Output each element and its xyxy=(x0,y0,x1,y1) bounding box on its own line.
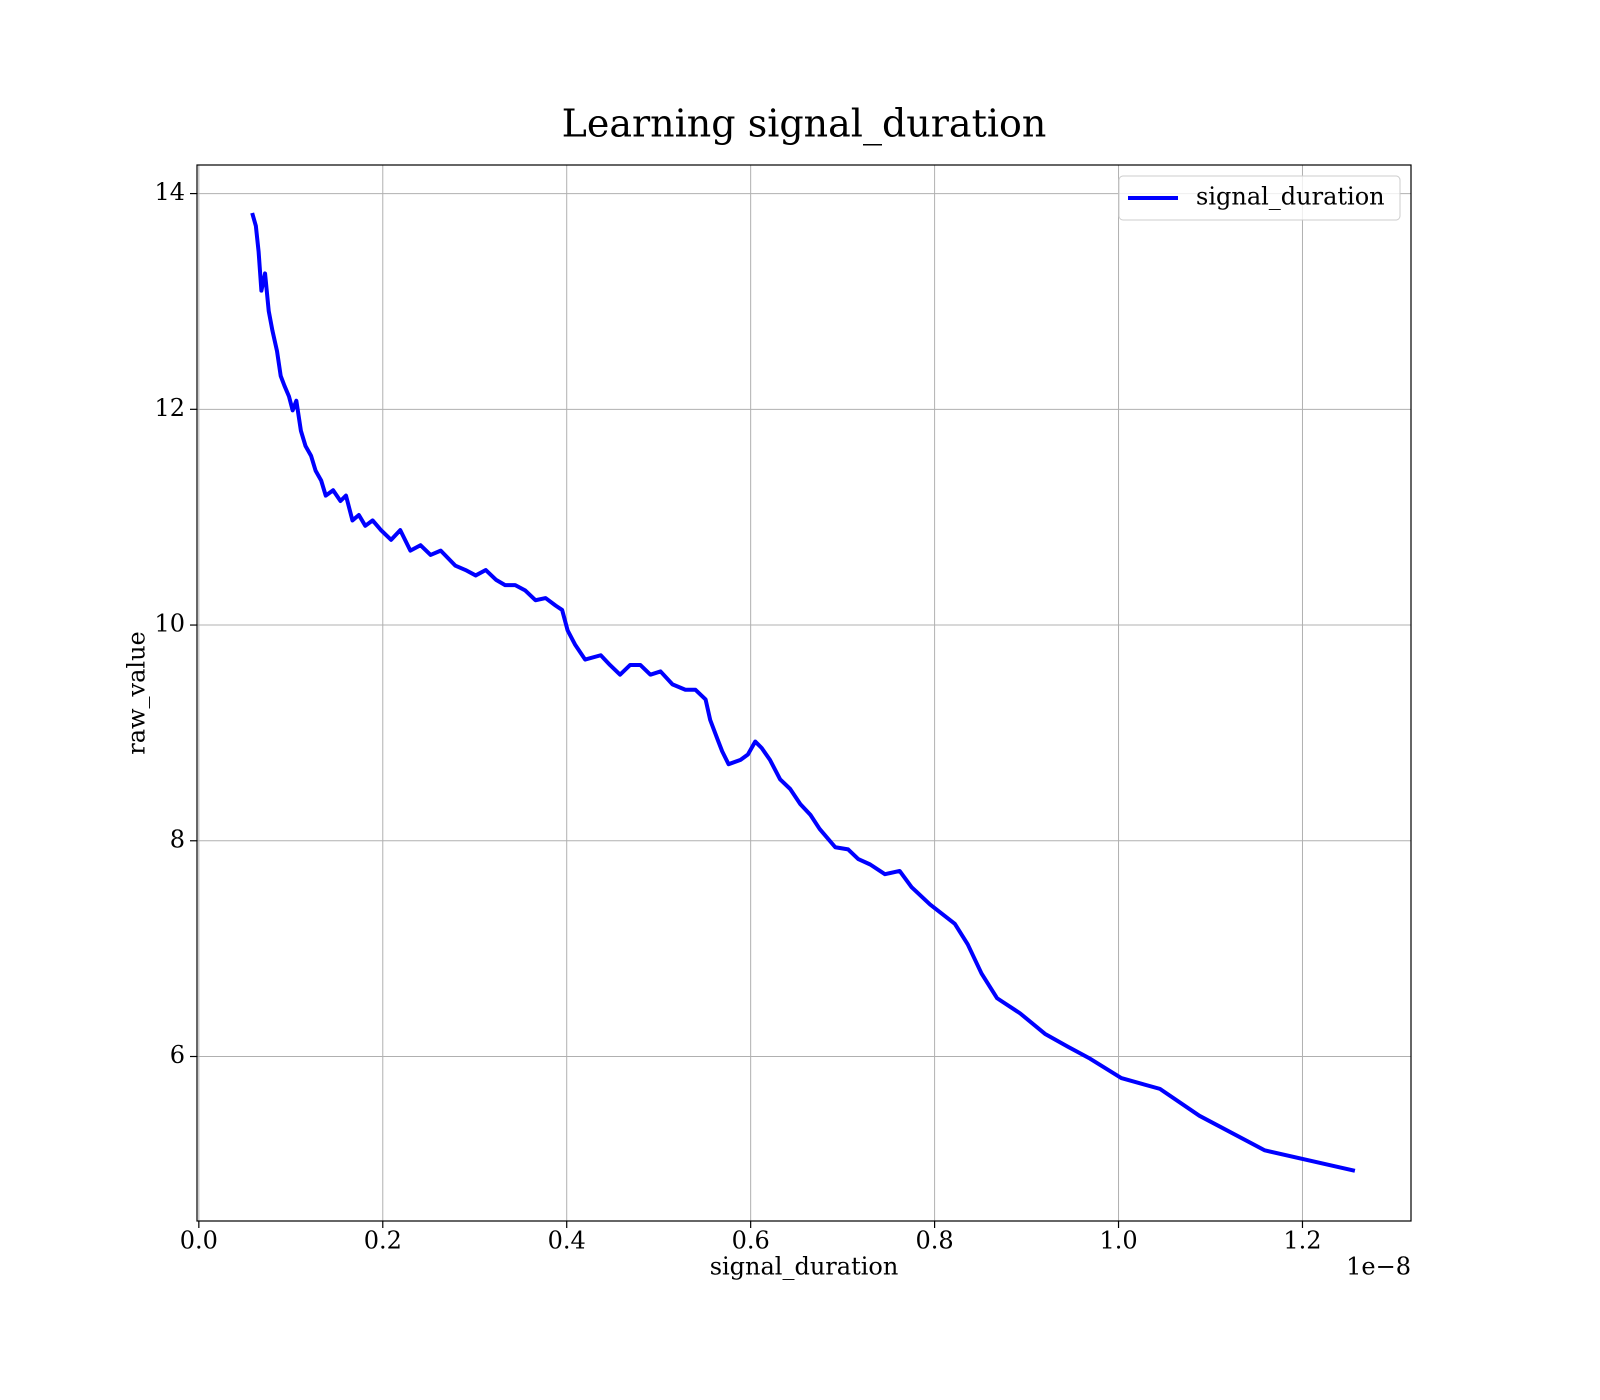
data-line xyxy=(250,212,1356,1173)
y-tick-label: 6 xyxy=(170,1041,185,1069)
y-tick-label: 8 xyxy=(170,825,185,853)
y-axis-label: raw_value xyxy=(123,631,151,755)
chart-title: Learning signal_duration xyxy=(562,102,1047,147)
x-tick-label: 0.4 xyxy=(548,1227,586,1255)
x-axis-label: signal_duration xyxy=(710,1253,899,1281)
x-tick-label: 0.6 xyxy=(732,1227,770,1255)
x-tick-label: 0.2 xyxy=(364,1227,402,1255)
x-tick-label: 1.2 xyxy=(1283,1227,1321,1255)
x-tick-label: 1.0 xyxy=(1099,1227,1137,1255)
y-tick-label: 12 xyxy=(154,394,185,422)
y-tick-label: 10 xyxy=(154,610,185,638)
legend-label: signal_duration xyxy=(1196,183,1385,211)
legend-box xyxy=(1118,175,1401,221)
x-tick-label: 0.0 xyxy=(180,1227,218,1255)
x-tick-label: 0.8 xyxy=(916,1227,954,1255)
plot-frame xyxy=(196,164,1412,1222)
x-offset-label: 1e−8 xyxy=(1346,1253,1411,1281)
y-tick-label: 14 xyxy=(154,178,185,206)
